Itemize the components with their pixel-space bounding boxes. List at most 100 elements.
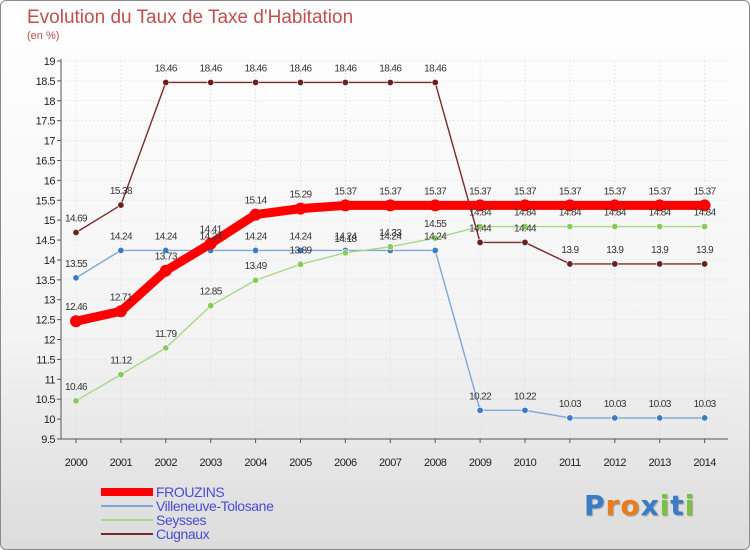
series-point-villeneuve-tolosane: [162, 246, 170, 254]
x-tick-label: 2014: [693, 457, 716, 469]
data-label-cugnaux: 18.46: [424, 63, 447, 74]
data-label-seysses: 11.12: [110, 356, 132, 367]
x-tick-label: 2002: [155, 457, 178, 469]
y-tick-label: 15: [44, 215, 56, 227]
data-label-villeneuve-tolosane: 10.22: [514, 391, 537, 402]
y-tick-label: 18.5: [36, 76, 56, 88]
series-point-frouzins: [563, 199, 576, 212]
data-label-seysses: 14.84: [514, 208, 537, 219]
series-point-frouzins: [159, 264, 172, 277]
data-label-villeneuve-tolosane: 14.24: [289, 231, 312, 242]
data-label-cugnaux: 18.46: [245, 63, 268, 74]
data-label-seysses: 14.84: [469, 208, 492, 219]
logo-letter: i: [684, 489, 696, 522]
series-point-seysses: [252, 276, 260, 284]
series-point-frouzins: [249, 208, 262, 221]
x-tick-label: 2000: [65, 457, 88, 469]
series-point-frouzins: [339, 199, 352, 212]
y-tick-label: 11: [45, 374, 56, 386]
series-point-frouzins: [294, 202, 307, 215]
series-layer: [70, 78, 711, 422]
data-label-seysses: 14.84: [694, 208, 717, 219]
x-tick-label: 2012: [604, 457, 627, 469]
series-point-cugnaux: [566, 260, 574, 268]
series-point-frouzins: [70, 315, 82, 328]
series-point-villeneuve-tolosane: [611, 414, 619, 422]
series-point-villeneuve-tolosane: [431, 246, 439, 254]
y-tick-label: 9.5: [41, 434, 55, 446]
series-point-frouzins: [384, 199, 397, 212]
series-point-seysses: [476, 223, 484, 231]
data-label-cugnaux: 18.46: [289, 63, 312, 74]
series-point-villeneuve-tolosane: [476, 406, 484, 414]
series-point-cugnaux: [341, 78, 349, 86]
series-point-frouzins: [429, 199, 442, 212]
data-label-frouzins: 15.37: [334, 186, 357, 197]
data-label-villeneuve-tolosane: 10.03: [649, 399, 672, 410]
x-tick-label: 2004: [244, 457, 267, 469]
data-label-villeneuve-tolosane: 14.24: [245, 231, 268, 242]
data-label-villeneuve-tolosane: 14.24: [200, 231, 223, 242]
data-label-seysses: 14.55: [424, 219, 447, 230]
data-label-frouzins: 12.71: [110, 292, 133, 303]
data-label-seysses: 12.85: [200, 287, 223, 298]
data-label-cugnaux: 13.9: [651, 245, 669, 256]
y-tick-label: 19: [44, 56, 56, 68]
legend-item-frouzins: FROUZINS: [101, 484, 273, 500]
data-label-villeneuve-tolosane: 14.24: [155, 231, 178, 242]
axes: 9.5 10 10.5 11 11.5 12 12.5 13 13.5 14 14.5 15 15.5 1…: [36, 56, 728, 469]
legend-item-seysses: Seysses: [101, 512, 273, 528]
y-tick-label: 10.5: [36, 394, 56, 406]
y-tick-label: 12.5: [36, 315, 56, 327]
y-tick-label: 18: [44, 96, 56, 108]
series-point-frouzins: [474, 199, 487, 212]
x-tick-label: 2005: [289, 457, 312, 469]
y-tick-label: 15.5: [36, 195, 56, 207]
legend-item-villeneuve-tolosane: Villeneuve-Tolosane: [101, 498, 274, 514]
x-tick-label: 2007: [379, 457, 402, 469]
data-label-frouzins: 15.37: [424, 186, 447, 197]
data-label-seysses: 11.79: [155, 329, 177, 340]
data-label-villeneuve-tolosane: 14.24: [379, 231, 402, 242]
series-point-seysses: [521, 223, 529, 231]
series-point-seysses: [207, 302, 215, 310]
series-point-villeneuve-tolosane: [701, 414, 709, 422]
data-label-cugnaux: 18.46: [200, 63, 223, 74]
data-label-seysses: 10.46: [65, 382, 88, 393]
y-tick-label: 11.5: [36, 354, 55, 366]
series-point-villeneuve-tolosane: [117, 246, 125, 254]
data-label-frouzins: 15.14: [245, 196, 268, 207]
data-label-cugnaux: 18.46: [155, 63, 178, 74]
y-tick-label: 12: [44, 335, 56, 347]
x-tick-label: 2013: [648, 457, 671, 469]
data-label-cugnaux: 18.46: [334, 63, 357, 74]
legend-label: Villeneuve-Tolosane: [156, 498, 274, 514]
series-point-frouzins: [653, 199, 666, 212]
data-label-villeneuve-tolosane: 14.24: [110, 231, 133, 242]
data-label-seysses: 13.89: [289, 245, 312, 256]
data-label-frouzins: 15.37: [379, 186, 402, 197]
y-tick-label: 13.5: [36, 275, 56, 287]
series-point-seysses: [117, 371, 125, 379]
data-labels: 14.69 15.38 18.46 18.46 18.46 18.46 18.46 18.46…: [65, 63, 717, 409]
series-point-frouzins: [204, 237, 217, 250]
x-tick-label: 2006: [334, 457, 357, 469]
data-label-seysses: 14.84: [649, 208, 672, 219]
series-point-seysses: [431, 234, 439, 242]
legend-label: Seysses: [156, 512, 207, 528]
legend-swatch: [101, 519, 153, 521]
series-point-villeneuve-tolosane: [72, 274, 80, 282]
y-tick-label: 17: [44, 136, 56, 148]
legend-swatch: [101, 505, 153, 507]
x-tick-label: 2008: [424, 457, 447, 469]
data-label-cugnaux: 14.44: [469, 223, 492, 234]
y-tick-label: 17.5: [36, 116, 56, 128]
legend-item-cugnaux: Cugnaux: [101, 526, 273, 542]
logo-letter: t: [670, 489, 685, 522]
y-tick-label: 16.5: [36, 155, 56, 167]
data-label-cugnaux: 15.38: [110, 186, 133, 197]
logo-letter: i: [659, 489, 671, 522]
data-label-cugnaux: 18.46: [379, 63, 402, 74]
data-label-frouzins: 15.37: [469, 186, 492, 197]
legend-swatch: [101, 488, 153, 496]
